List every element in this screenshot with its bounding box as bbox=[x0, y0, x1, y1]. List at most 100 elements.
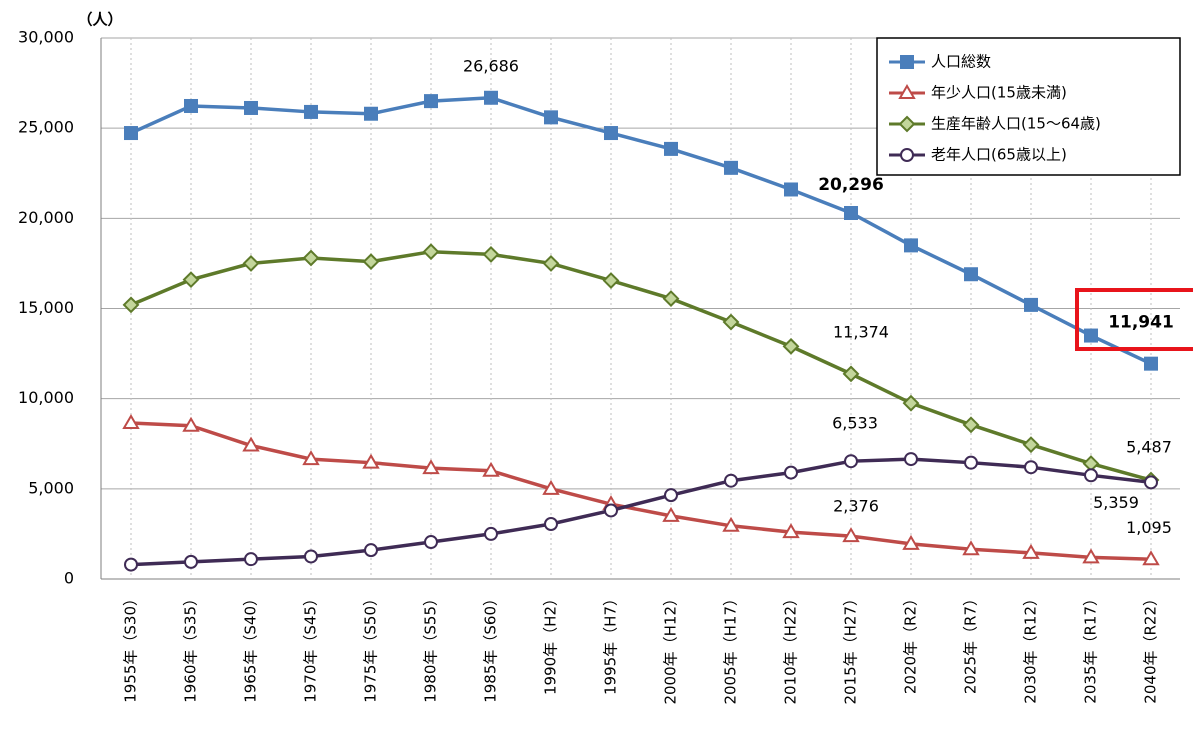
marker bbox=[542, 479, 560, 495]
marker bbox=[602, 272, 620, 289]
marker bbox=[898, 84, 916, 99]
legend-label: 人口総数 bbox=[931, 53, 991, 71]
marker bbox=[1022, 436, 1040, 454]
marker bbox=[124, 557, 138, 572]
data-label: 20,296 bbox=[818, 175, 884, 195]
marker bbox=[422, 243, 440, 261]
marker bbox=[784, 465, 798, 480]
marker bbox=[124, 126, 138, 141]
marker bbox=[782, 523, 800, 539]
marker bbox=[662, 290, 680, 307]
marker bbox=[662, 506, 680, 522]
marker bbox=[484, 526, 498, 541]
marker bbox=[664, 141, 678, 156]
marker bbox=[244, 552, 258, 567]
marker bbox=[184, 554, 198, 569]
y-tick-label: 0 bbox=[64, 569, 74, 588]
y-tick-label: 5,000 bbox=[28, 478, 74, 497]
x-tick-label: 2005年（H17） bbox=[722, 591, 740, 705]
marker bbox=[1024, 297, 1038, 312]
series-line bbox=[130, 457, 1152, 567]
marker bbox=[362, 253, 380, 271]
marker bbox=[902, 394, 920, 412]
data-label: 5,487 bbox=[1126, 438, 1172, 457]
x-tick-label: 1980年（S55） bbox=[422, 591, 440, 703]
y-tick-label: 10,000 bbox=[18, 388, 74, 407]
marker bbox=[722, 516, 740, 532]
marker bbox=[422, 459, 440, 475]
marker bbox=[1144, 356, 1158, 371]
marker bbox=[844, 454, 858, 469]
x-tick-label: 2035年（R17） bbox=[1082, 591, 1100, 704]
x-tick-label: 2030年（R12） bbox=[1022, 591, 1040, 704]
marker bbox=[1142, 550, 1160, 566]
marker bbox=[242, 436, 260, 452]
x-tick-label: 1995年（H7） bbox=[602, 591, 620, 695]
marker bbox=[842, 365, 860, 383]
marker bbox=[1024, 460, 1038, 475]
marker bbox=[244, 100, 258, 115]
marker bbox=[424, 94, 438, 109]
marker bbox=[842, 527, 860, 543]
x-tick-label: 2015年（H27） bbox=[842, 591, 860, 705]
marker bbox=[364, 543, 378, 558]
marker bbox=[482, 461, 500, 477]
marker bbox=[724, 160, 738, 175]
marker bbox=[364, 106, 378, 121]
y-tick-label: 15,000 bbox=[18, 298, 74, 317]
x-tick-label: 1965年（S40） bbox=[242, 591, 260, 703]
marker bbox=[304, 104, 318, 119]
x-tick-label: 2000年（H12） bbox=[662, 591, 680, 705]
marker bbox=[544, 110, 558, 125]
marker bbox=[122, 414, 140, 430]
x-tick-label: 1955年（S30） bbox=[122, 591, 140, 703]
marker bbox=[902, 534, 920, 550]
series-line bbox=[130, 95, 1152, 366]
marker bbox=[898, 115, 916, 133]
marker bbox=[604, 503, 618, 518]
data-label: 6,533 bbox=[832, 414, 878, 433]
marker bbox=[904, 238, 918, 253]
marker bbox=[964, 455, 978, 470]
marker bbox=[724, 473, 738, 488]
marker bbox=[904, 452, 918, 467]
legend-label: 年少人口(15歳未満) bbox=[931, 84, 1067, 102]
marker bbox=[900, 55, 914, 69]
data-label: 11,941 bbox=[1108, 313, 1174, 333]
marker bbox=[964, 267, 978, 282]
marker bbox=[544, 516, 558, 531]
marker bbox=[900, 148, 914, 162]
marker bbox=[184, 98, 198, 113]
legend-label: 老年人口(65歳以上) bbox=[931, 146, 1067, 164]
marker bbox=[664, 488, 678, 503]
x-tick-label: 2025年（R7） bbox=[962, 591, 980, 694]
data-label: 26,686 bbox=[463, 56, 519, 75]
marker bbox=[722, 313, 740, 331]
marker bbox=[482, 245, 500, 263]
x-tick-label: 1970年（S45） bbox=[302, 591, 320, 703]
legend-box bbox=[876, 37, 1181, 176]
y-tick-label: 30,000 bbox=[18, 28, 74, 47]
y-tick-label: 20,000 bbox=[18, 208, 74, 227]
x-tick-label: 1960年（S35） bbox=[182, 591, 200, 703]
data-label: 5,359 bbox=[1093, 493, 1139, 512]
marker bbox=[122, 296, 140, 314]
highlight-box bbox=[1075, 288, 1193, 351]
marker bbox=[302, 450, 320, 466]
marker bbox=[542, 255, 560, 272]
y-tick-label: 25,000 bbox=[18, 118, 74, 137]
marker bbox=[182, 416, 200, 432]
marker bbox=[484, 90, 498, 105]
marker bbox=[604, 126, 618, 141]
marker bbox=[1082, 548, 1100, 564]
marker bbox=[1144, 475, 1158, 490]
series-line bbox=[130, 249, 1152, 482]
marker bbox=[302, 249, 320, 267]
series-line bbox=[130, 421, 1152, 562]
marker bbox=[424, 535, 438, 550]
x-tick-label: 1985年（S60） bbox=[482, 591, 500, 703]
marker bbox=[784, 182, 798, 197]
data-label: 11,374 bbox=[833, 322, 889, 341]
data-label: 1,095 bbox=[1126, 518, 1172, 537]
marker bbox=[1084, 468, 1098, 483]
